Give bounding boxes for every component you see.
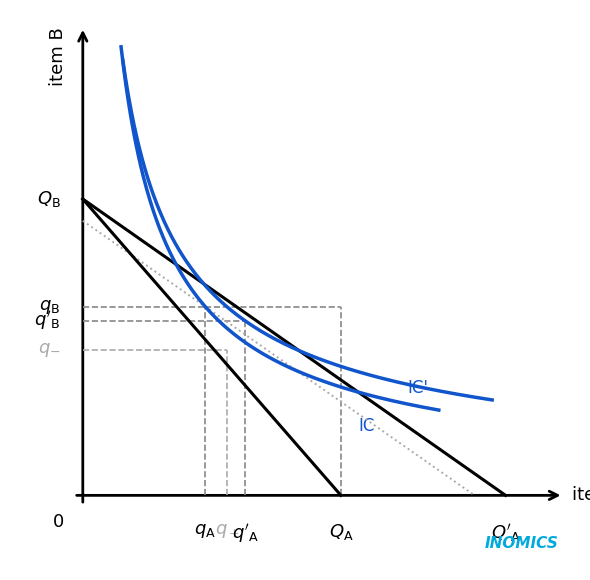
Text: INOMICS: INOMICS (485, 536, 559, 550)
Text: $Q_\mathrm{A}$: $Q_\mathrm{A}$ (329, 521, 353, 542)
Text: 0: 0 (53, 513, 64, 531)
Text: $Q'_\mathrm{A}$: $Q'_\mathrm{A}$ (490, 521, 520, 543)
Text: $q'_\mathrm{B}$: $q'_\mathrm{B}$ (34, 309, 61, 332)
Text: $q_\mathrm{A}$: $q_\mathrm{A}$ (194, 521, 216, 539)
Text: $Q_\mathrm{B}$: $Q_\mathrm{B}$ (37, 189, 61, 209)
Text: $q_{-}$: $q_{-}$ (38, 340, 61, 358)
Text: item B: item B (50, 27, 67, 86)
Text: item A: item A (572, 487, 590, 505)
Text: $q_\mathrm{B}$: $q_\mathrm{B}$ (40, 298, 61, 316)
Text: $q_+$: $q_+$ (215, 521, 240, 539)
Text: IC: IC (359, 417, 375, 435)
Text: $q'_\mathrm{A}$: $q'_\mathrm{A}$ (232, 521, 258, 545)
Text: IC': IC' (408, 379, 429, 397)
